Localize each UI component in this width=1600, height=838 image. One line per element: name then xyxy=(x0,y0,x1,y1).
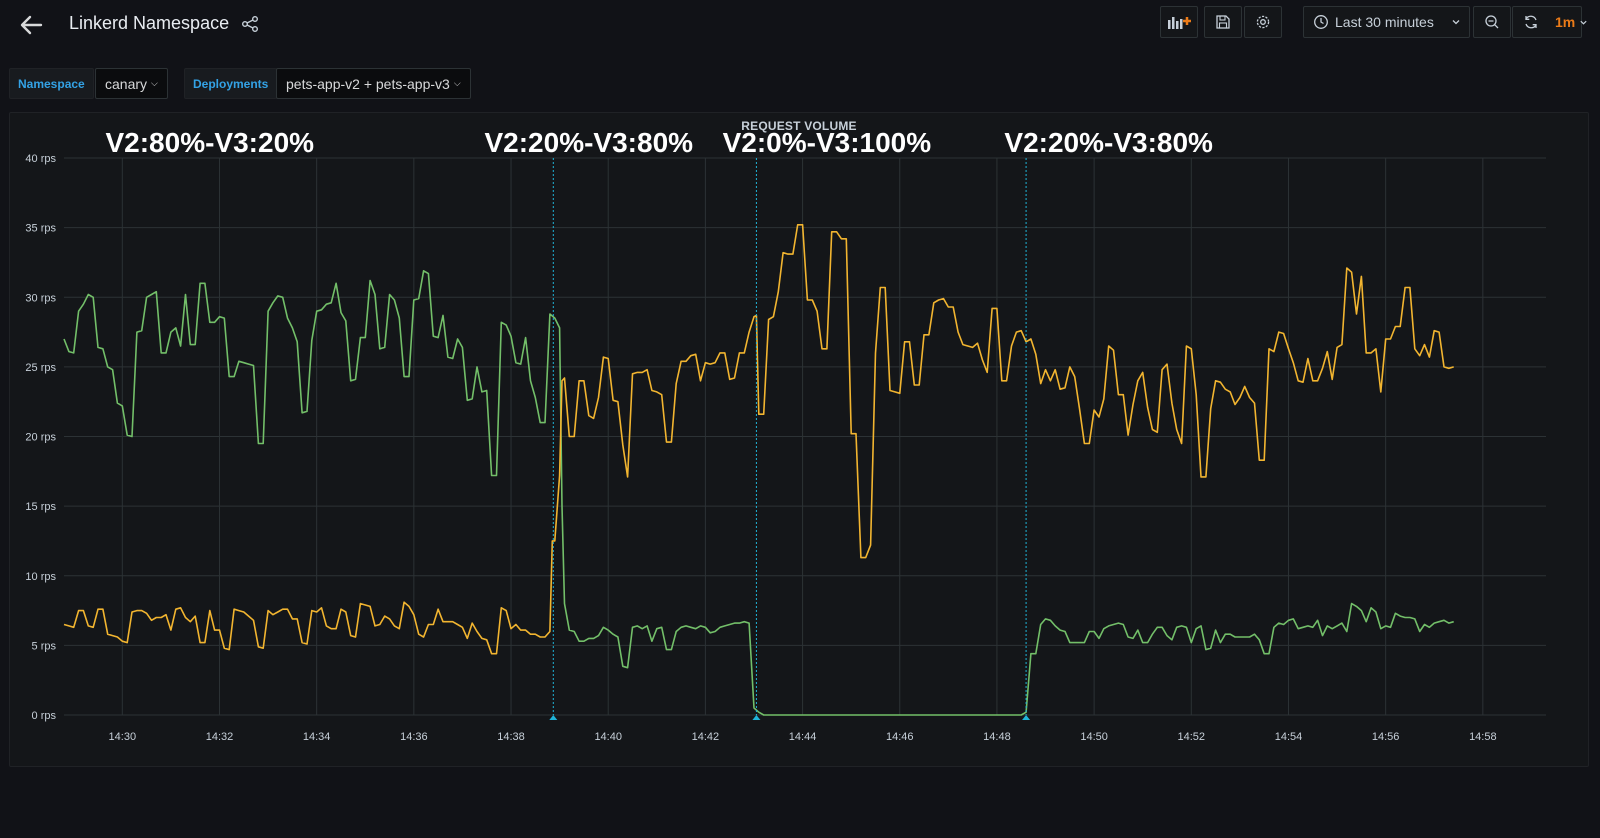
x-tick-label: 14:36 xyxy=(400,731,428,743)
chevron-down-icon xyxy=(1452,20,1460,25)
series-line xyxy=(63,224,1454,655)
x-tick-label: 14:38 xyxy=(497,731,525,743)
y-tick-label: 10 rps xyxy=(25,571,56,583)
chevron-down-icon: ⌵ xyxy=(453,78,461,88)
back-button[interactable] xyxy=(18,12,44,38)
share-button[interactable] xyxy=(241,15,259,33)
deployments-variable-value: pets-app-v2 + pets-app-v3 xyxy=(286,75,450,92)
dashboard-settings-button[interactable] xyxy=(1244,6,1282,38)
x-tick-label: 14:48 xyxy=(983,731,1011,743)
namespace-variable-label: Namespace xyxy=(9,68,94,99)
x-tick-label: 14:42 xyxy=(692,731,720,743)
zoom-out-button[interactable] xyxy=(1473,6,1511,38)
namespace-variable-select[interactable]: canary ⌵ xyxy=(95,68,168,99)
refresh-button[interactable] xyxy=(1512,6,1582,38)
x-tick-label: 14:58 xyxy=(1469,731,1497,743)
refresh-interval-picker[interactable]: 1m xyxy=(1555,14,1588,30)
x-tick-label: 14:46 xyxy=(886,731,914,743)
deployments-variable-select[interactable]: pets-app-v2 + pets-app-v3 ⌵ xyxy=(276,68,471,99)
y-tick-label: 30 rps xyxy=(25,292,56,304)
x-tick-label: 14:34 xyxy=(303,731,331,743)
y-tick-label: 20 rps xyxy=(25,432,56,444)
phase-annotation-label: V2:20%-V3:80% xyxy=(484,127,693,158)
y-tick-label: 5 rps xyxy=(32,640,57,652)
x-tick-label: 14:44 xyxy=(789,731,817,743)
phase-annotation-label: V2:0%-V3:100% xyxy=(723,127,932,158)
phase-annotation-label: V2:80%-V3:20% xyxy=(105,127,314,158)
x-tick-label: 14:40 xyxy=(594,731,622,743)
y-tick-label: 35 rps xyxy=(25,223,56,235)
add-panel-icon xyxy=(1168,17,1191,29)
y-tick-label: 15 rps xyxy=(25,501,56,513)
refresh-icon xyxy=(1525,15,1537,29)
request-volume-panel[interactable]: REQUEST VOLUME 0 rps 5 rps 10 rps 15 rps 20 … xyxy=(9,112,1589,767)
clock-icon xyxy=(1314,15,1328,29)
x-tick-label: 14:52 xyxy=(1178,731,1206,743)
x-tick-label: 14:56 xyxy=(1372,731,1400,743)
chevron-down-icon: ⌵ xyxy=(151,78,158,88)
x-tick-label: 14:30 xyxy=(109,731,137,743)
dashboard-navbar: Linkerd Namespace xyxy=(0,0,1600,48)
x-tick-label: 14:50 xyxy=(1080,731,1108,743)
annotation-marker xyxy=(549,715,558,720)
request-volume-chart[interactable]: 0 rps 5 rps 10 rps 15 rps 20 rps 25 rps 30 rps… xyxy=(10,113,1590,768)
annotation-marker xyxy=(1022,715,1031,720)
y-tick-label: 25 rps xyxy=(25,362,56,374)
zoom-out-icon xyxy=(1485,15,1499,29)
refresh-interval-label: 1m xyxy=(1555,14,1576,30)
gear-icon xyxy=(1256,15,1270,29)
phase-annotation-label: V2:20%-V3:80% xyxy=(1004,127,1213,158)
deployments-variable-label: Deployments xyxy=(184,68,278,99)
share-icon xyxy=(242,16,258,32)
y-tick-label: 40 rps xyxy=(25,153,56,165)
save-dashboard-button[interactable] xyxy=(1204,6,1242,38)
chevron-down-icon xyxy=(1580,20,1587,25)
arrow-left-icon xyxy=(20,15,43,35)
y-tick-label: 0 rps xyxy=(32,710,57,722)
annotation-marker xyxy=(752,715,761,720)
dashboard-title[interactable]: Linkerd Namespace xyxy=(69,13,230,33)
x-tick-label: 14:54 xyxy=(1275,731,1303,743)
add-panel-button[interactable] xyxy=(1160,6,1198,38)
time-range-picker[interactable]: Last 30 minutes xyxy=(1303,6,1470,38)
save-icon xyxy=(1216,15,1230,29)
panel-title[interactable]: REQUEST VOLUME xyxy=(741,119,857,133)
series-line xyxy=(63,270,1454,716)
namespace-variable-value: canary xyxy=(105,75,148,92)
time-range-label: Last 30 minutes xyxy=(1335,14,1434,30)
x-tick-label: 14:32 xyxy=(206,731,234,743)
